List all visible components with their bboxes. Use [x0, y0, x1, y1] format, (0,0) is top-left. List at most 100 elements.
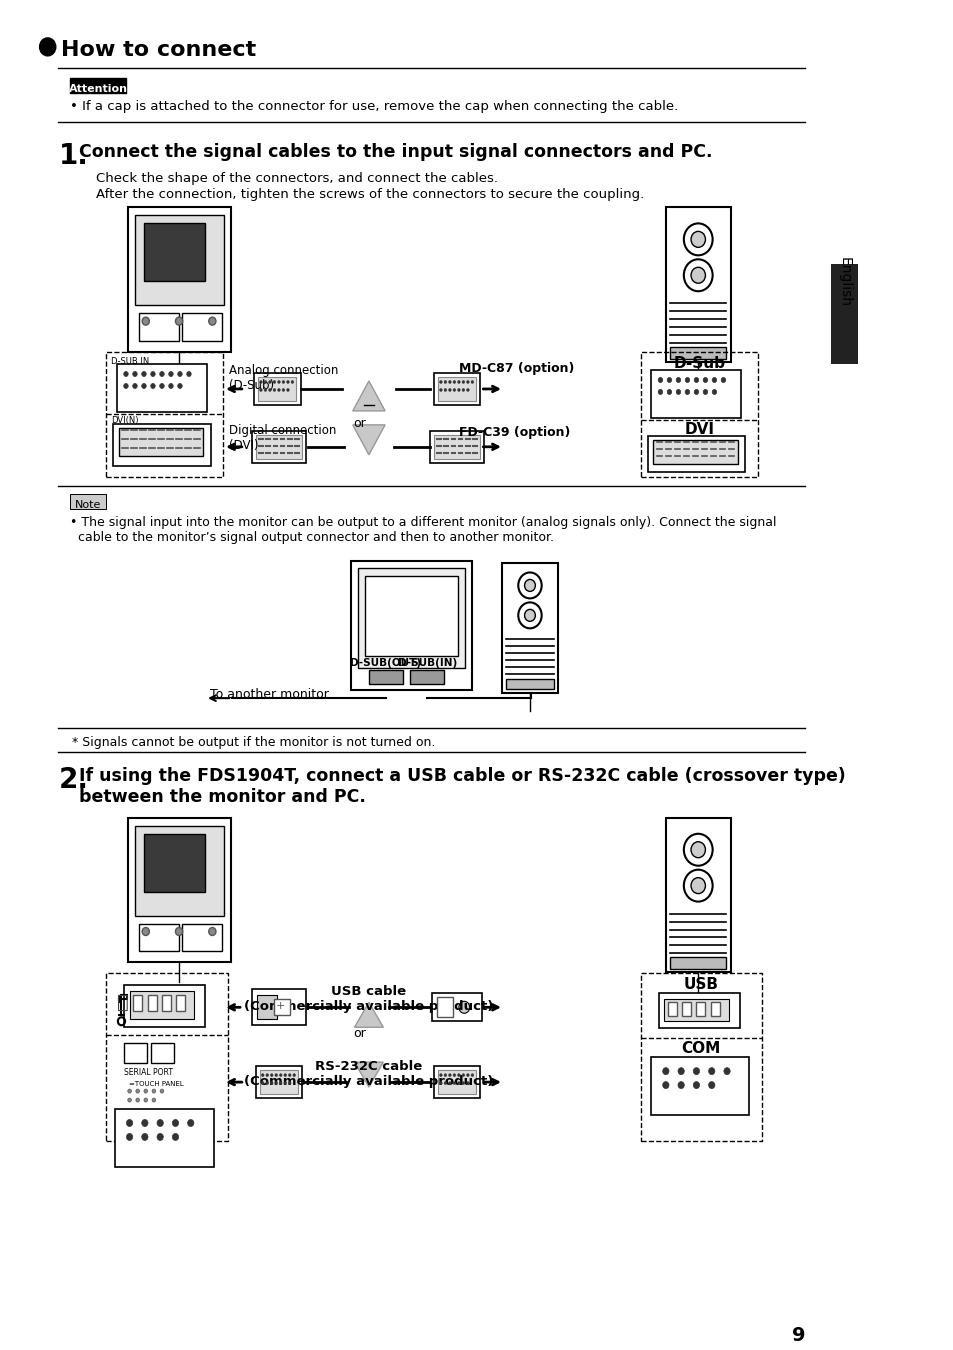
Circle shape: [662, 1068, 668, 1075]
Circle shape: [439, 381, 442, 383]
Bar: [681, 1002, 690, 1017]
Bar: [670, 957, 725, 969]
Bar: [115, 1110, 213, 1166]
Circle shape: [128, 1089, 132, 1094]
Circle shape: [524, 609, 535, 621]
Bar: [138, 923, 179, 952]
Bar: [436, 998, 453, 1018]
Circle shape: [448, 1081, 451, 1084]
Circle shape: [274, 1073, 277, 1076]
Bar: [658, 994, 739, 1029]
Circle shape: [259, 381, 262, 383]
Polygon shape: [353, 381, 385, 410]
Circle shape: [443, 1081, 446, 1084]
Circle shape: [209, 927, 215, 936]
Text: • If a cap is attached to the connector for use, remove the cap when connecting : • If a cap is attached to the connector …: [71, 100, 678, 113]
Circle shape: [270, 1073, 273, 1076]
Circle shape: [279, 1081, 282, 1084]
Circle shape: [124, 371, 128, 377]
Circle shape: [277, 381, 280, 383]
Text: Digital connection
(DVI): Digital connection (DVI): [230, 424, 336, 452]
Bar: [663, 999, 728, 1021]
Circle shape: [142, 317, 150, 325]
FancyBboxPatch shape: [119, 1118, 204, 1162]
Circle shape: [142, 383, 146, 389]
Bar: [257, 995, 276, 1019]
Text: USB cable
(Commercially available product): USB cable (Commercially available produc…: [244, 986, 493, 1014]
Circle shape: [259, 389, 262, 391]
Circle shape: [286, 389, 289, 391]
Circle shape: [274, 1081, 277, 1084]
Circle shape: [284, 1081, 286, 1084]
Circle shape: [172, 1119, 178, 1126]
Text: 2.: 2.: [58, 765, 89, 794]
Circle shape: [708, 1068, 714, 1075]
Circle shape: [273, 389, 275, 391]
Text: English: English: [837, 258, 851, 308]
Circle shape: [678, 1081, 683, 1088]
Bar: [696, 1002, 704, 1017]
Circle shape: [288, 1073, 291, 1076]
Bar: [134, 826, 224, 915]
Bar: [252, 431, 306, 463]
Text: * Signals cannot be output if the monitor is not turned on.: * Signals cannot be output if the monito…: [71, 736, 435, 749]
Circle shape: [712, 389, 716, 394]
Circle shape: [124, 383, 128, 389]
Circle shape: [282, 381, 285, 383]
Circle shape: [443, 389, 446, 391]
Bar: [71, 78, 126, 93]
Text: D-SUB(IN): D-SUB(IN): [397, 659, 456, 668]
Circle shape: [152, 1089, 155, 1094]
Bar: [357, 568, 465, 668]
Circle shape: [293, 1073, 295, 1076]
Circle shape: [288, 1081, 291, 1084]
Circle shape: [157, 1134, 163, 1141]
Circle shape: [694, 378, 698, 382]
Circle shape: [658, 389, 662, 394]
Bar: [437, 377, 476, 401]
Circle shape: [690, 267, 704, 284]
Circle shape: [466, 1073, 469, 1076]
Bar: [182, 313, 222, 342]
Circle shape: [690, 231, 704, 247]
Bar: [434, 373, 480, 405]
Circle shape: [683, 869, 712, 902]
Circle shape: [517, 572, 541, 598]
Circle shape: [708, 1081, 714, 1088]
Bar: [651, 1057, 748, 1115]
Circle shape: [264, 381, 267, 383]
Bar: [130, 991, 194, 1019]
Bar: [501, 563, 558, 693]
Circle shape: [135, 1098, 139, 1102]
Circle shape: [517, 602, 541, 628]
Circle shape: [159, 371, 164, 377]
Bar: [113, 424, 211, 466]
Circle shape: [453, 1081, 456, 1084]
Circle shape: [142, 927, 150, 936]
Bar: [670, 347, 725, 359]
Bar: [128, 818, 231, 963]
Text: If using the FDS1904T, connect a USB cable or RS-232C cable (crossover type)
bet: If using the FDS1904T, connect a USB cab…: [79, 767, 845, 806]
Bar: [138, 313, 179, 342]
Circle shape: [712, 378, 716, 382]
Circle shape: [683, 223, 712, 255]
Text: or: or: [354, 417, 366, 429]
Circle shape: [723, 1068, 729, 1075]
Bar: [182, 923, 222, 952]
Circle shape: [693, 1081, 699, 1088]
Text: USB: USB: [682, 977, 718, 992]
Circle shape: [676, 389, 680, 394]
Bar: [255, 435, 302, 459]
Circle shape: [144, 1098, 148, 1102]
Circle shape: [684, 378, 689, 382]
Bar: [640, 973, 761, 1141]
Text: Attention: Attention: [69, 84, 128, 93]
FancyBboxPatch shape: [656, 1066, 740, 1110]
Circle shape: [453, 1073, 456, 1076]
Text: How to connect: How to connect: [61, 40, 256, 59]
Circle shape: [702, 378, 707, 382]
Bar: [71, 494, 106, 509]
Bar: [258, 377, 295, 401]
Circle shape: [291, 381, 294, 383]
Bar: [710, 1002, 720, 1017]
